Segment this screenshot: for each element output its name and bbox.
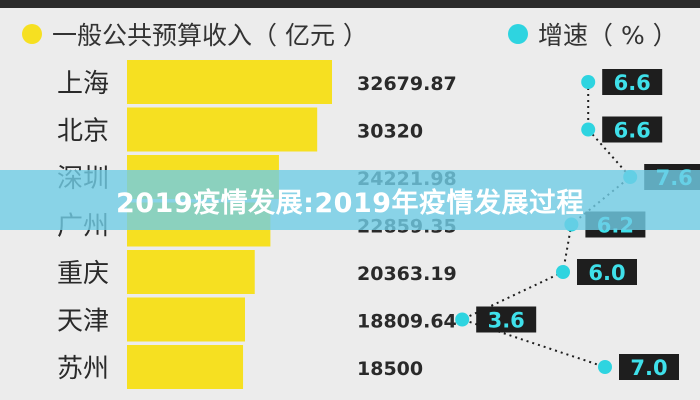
city-label-1: 北京 — [57, 117, 109, 147]
growth-value-label-5: 3.6 — [488, 309, 525, 333]
growth-value-label-1: 6.6 — [614, 119, 651, 143]
legend-revenue-label: 一般公共预算收入（ 亿元 ） — [52, 21, 368, 50]
title-banner: 2019疫情发展:2019年疫情发展过程 — [0, 170, 700, 230]
revenue-value-label-5: 18809.64 — [357, 311, 457, 333]
revenue-value-label-0: 32679.87 — [357, 73, 457, 95]
city-label-0: 上海 — [57, 69, 109, 99]
growth-point-1 — [581, 122, 596, 137]
revenue-bar-0 — [127, 60, 332, 104]
growth-badge-4 — [577, 259, 637, 285]
city-label-5: 天津 — [57, 307, 109, 337]
growth-value-label-4: 6.0 — [588, 261, 625, 285]
revenue-value-label-4: 20363.19 — [357, 263, 457, 285]
growth-value-label-0: 6.6 — [614, 71, 651, 95]
yellow-dot-icon — [22, 24, 42, 44]
legend-growth: 增速（ % ） — [508, 18, 678, 50]
growth-value-label-6: 7.0 — [630, 356, 667, 380]
top-rule — [0, 0, 700, 8]
revenue-bar-5 — [127, 297, 245, 342]
growth-badge-5 — [476, 306, 537, 333]
legend-growth-label: 增速（ % ） — [538, 21, 678, 50]
banner-text: 2019疫情发展:2019年疫情发展过程 — [115, 187, 585, 219]
growth-point-5 — [455, 312, 470, 327]
revenue-bar-6 — [127, 345, 244, 389]
revenue-bar-1 — [127, 107, 318, 152]
cyan-dot-icon — [508, 24, 528, 44]
revenue-value-label-1: 30320 — [357, 121, 423, 143]
growth-point-6 — [598, 360, 612, 374]
legend-revenue: 一般公共预算收入（ 亿元 ） — [22, 18, 368, 50]
revenue-value-label-6: 18500 — [357, 358, 423, 380]
growth-badge-0 — [602, 69, 663, 95]
city-label-6: 苏州 — [57, 354, 109, 384]
growth-point-0 — [581, 75, 596, 89]
revenue-bar-4 — [127, 250, 255, 294]
city-label-4: 重庆 — [57, 259, 109, 289]
growth-badge-6 — [619, 354, 679, 380]
growth-badge-1 — [602, 116, 663, 143]
growth-point-4 — [556, 265, 570, 279]
